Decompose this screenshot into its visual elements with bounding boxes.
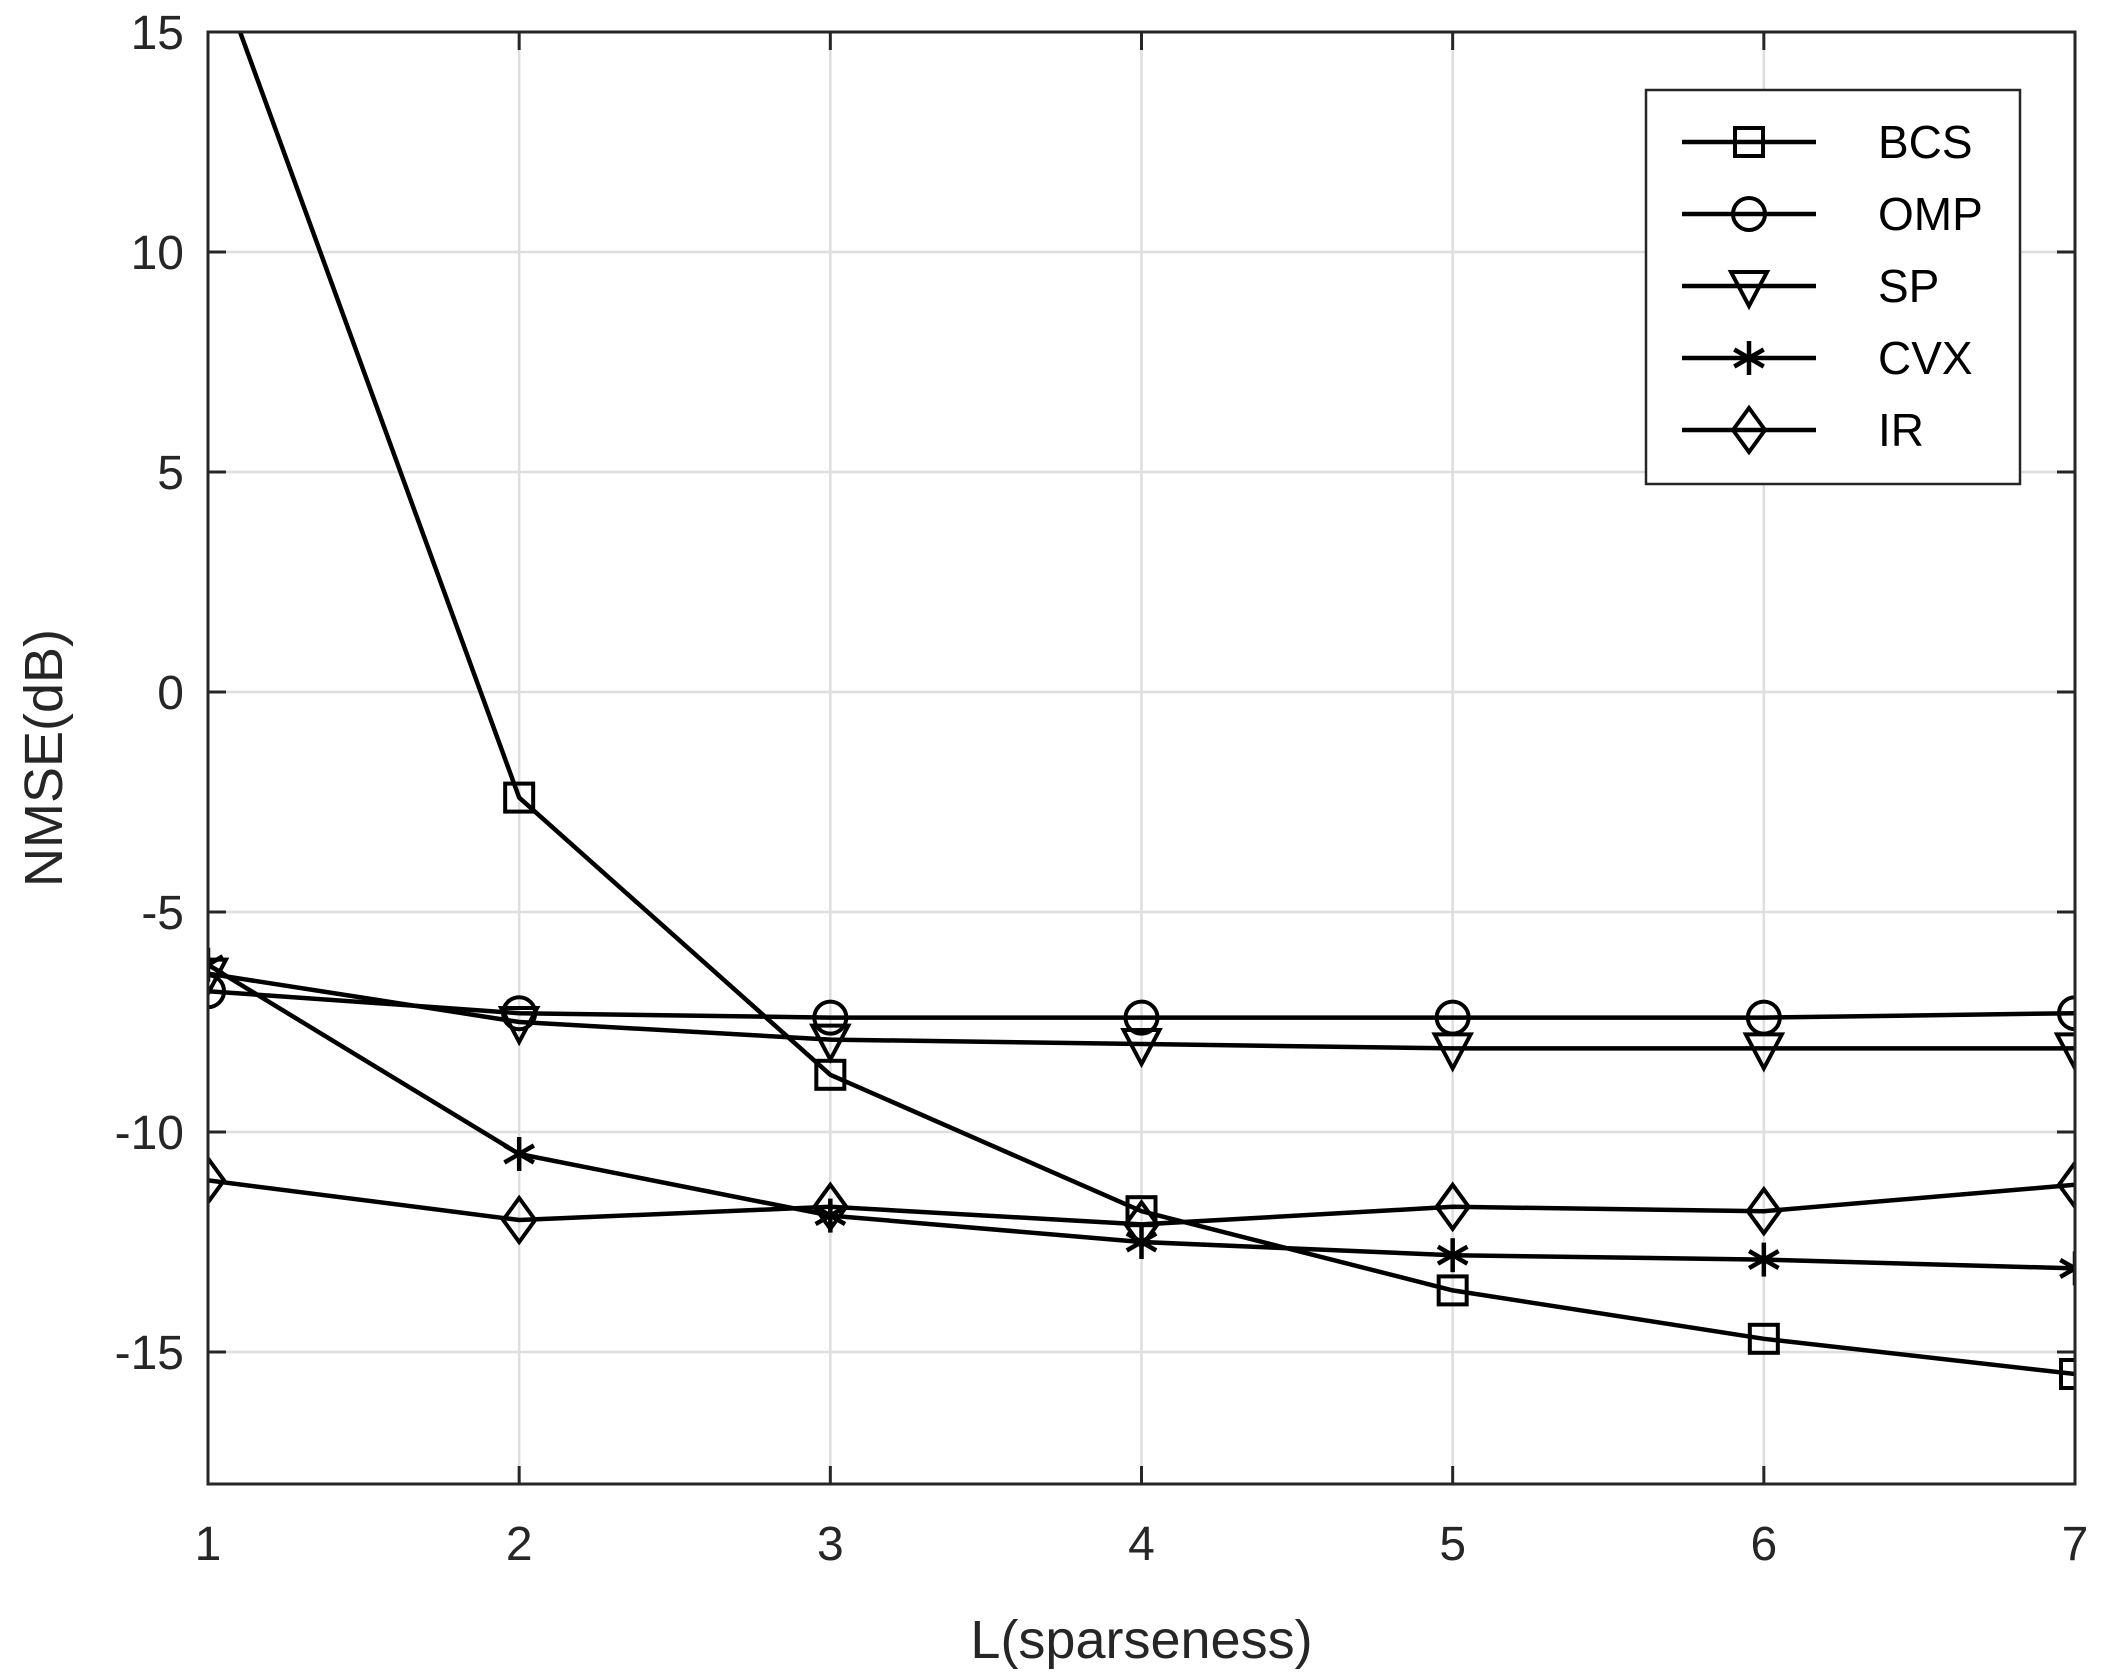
data-point-omp — [1123, 999, 1160, 1036]
x-axis-label: L(sparseness) — [970, 1610, 1312, 1670]
y-tick-label: -5 — [141, 887, 184, 940]
legend-marker-bcs — [1733, 126, 1765, 158]
series-omp — [208, 973, 2075, 1036]
legend-marker-sp — [1727, 270, 1771, 311]
legend-label: OMP — [1878, 188, 1983, 240]
x-tick-label: 5 — [1439, 1518, 1466, 1571]
data-point-ir — [208, 1154, 227, 1206]
data-point-bcs — [1747, 1322, 1780, 1355]
series-cvx — [208, 947, 2075, 1286]
y-tick-label: 15 — [131, 7, 184, 60]
grid — [208, 32, 2075, 1484]
legend-label: BCS — [1878, 116, 1973, 168]
axes: 1 2 3 4 5 6 7 15 10 5 0 -5 -10 -15 — [115, 7, 2089, 1571]
data-point-ir — [1434, 1181, 1472, 1233]
legend-label: SP — [1878, 260, 1939, 312]
legend-item-ir: IR — [1682, 404, 1924, 456]
data-point-bcs — [1436, 1274, 1469, 1307]
x-tick-label: 7 — [2062, 1518, 2089, 1571]
series-ir — [208, 1154, 2075, 1250]
x-tick-label: 6 — [1750, 1518, 1777, 1571]
series-line-ir — [208, 1178, 2075, 1227]
y-tick-label: -15 — [115, 1327, 184, 1380]
legend-item-sp: SP — [1682, 260, 1939, 312]
data-point-cvx — [1747, 1242, 1780, 1277]
y-tick-label: -10 — [115, 1107, 184, 1160]
legend-marker-cvx — [1733, 341, 1765, 375]
x-tick-label: 1 — [195, 1518, 222, 1571]
data-point-cvx — [2059, 1251, 2075, 1286]
legend-label: CVX — [1878, 332, 1973, 384]
data-point-omp — [208, 973, 226, 1010]
series-line-sp — [208, 971, 2075, 1051]
x-tick-label: 2 — [506, 1518, 533, 1571]
series-sp — [208, 957, 2075, 1073]
y-axis-label: NMSE(dB) — [14, 629, 74, 887]
legend-marker-ir — [1730, 404, 1768, 456]
data-point-cvx — [1125, 1225, 1158, 1259]
legend-label: IR — [1878, 404, 1924, 456]
data-point-omp — [812, 999, 849, 1036]
data-point-sp — [497, 1006, 541, 1047]
data-point-ir — [500, 1194, 538, 1246]
data-point-sp — [2053, 1032, 2075, 1073]
legend-item-cvx: CVX — [1682, 332, 1973, 384]
data-point-sp — [1120, 1028, 1163, 1069]
data-point-ir — [811, 1181, 849, 1233]
data-point-ir — [2056, 1159, 2075, 1211]
data-point-sp — [208, 957, 230, 998]
y-tick-label: 5 — [157, 447, 184, 500]
x-tick-label: 3 — [817, 1518, 844, 1571]
data-point-sp — [1431, 1032, 1474, 1073]
series-bcs — [237, 32, 2075, 1390]
plot-series — [208, 32, 2075, 1390]
series-line-omp — [208, 988, 2075, 1020]
legend-item-bcs: BCS — [1682, 116, 1973, 168]
data-point-cvx — [1436, 1238, 1469, 1273]
data-point-ir — [1123, 1198, 1160, 1250]
y-tick-label: 10 — [131, 227, 184, 280]
legend: BCS OMP SP CVX IR — [1644, 88, 2022, 486]
data-point-bcs — [503, 781, 536, 814]
y-tick-label: 0 — [157, 667, 184, 720]
x-tick-label: 4 — [1128, 1518, 1155, 1571]
series-line-bcs — [237, 32, 2075, 1377]
data-point-cvx — [208, 947, 224, 982]
data-point-sp — [1742, 1032, 1786, 1073]
legend-item-omp: OMP — [1682, 188, 1983, 240]
data-point-ir — [1745, 1185, 1783, 1237]
data-point-omp — [2057, 995, 2075, 1032]
data-point-cvx — [503, 1137, 536, 1171]
data-point-bcs — [2059, 1358, 2075, 1390]
data-point-sp — [809, 1023, 852, 1064]
legend-marker-omp — [1731, 196, 1767, 232]
